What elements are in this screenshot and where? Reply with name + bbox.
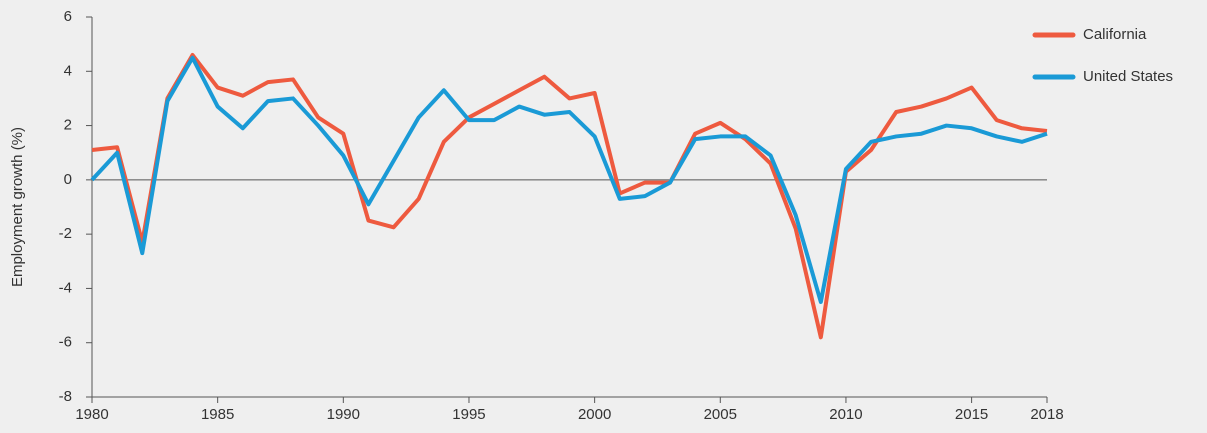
x-tick-label: 2015 — [955, 406, 988, 423]
y-axis-label: Employment growth (%) — [9, 127, 26, 287]
y-tick-label: -4 — [59, 279, 72, 296]
y-tick-label: -8 — [59, 388, 72, 405]
y-tick-label: 6 — [64, 8, 72, 25]
legend-label: United States — [1083, 68, 1173, 85]
y-tick-label: -2 — [59, 225, 72, 242]
y-tick-label: 0 — [64, 171, 72, 188]
x-tick-label: 2000 — [578, 406, 611, 423]
x-tick-label: 1995 — [452, 406, 485, 423]
legend-label: California — [1083, 26, 1147, 43]
x-tick-label: 2018 — [1030, 406, 1063, 423]
y-tick-label: 4 — [64, 62, 72, 79]
x-tick-label: 1985 — [201, 406, 234, 423]
x-tick-label: 2010 — [829, 406, 862, 423]
y-tick-label: -6 — [59, 334, 72, 351]
x-tick-label: 1980 — [75, 406, 108, 423]
x-tick-label: 2005 — [704, 406, 737, 423]
series-line — [90, 55, 1048, 304]
y-tick-label: 2 — [64, 117, 72, 134]
x-tick-label: 1990 — [327, 406, 360, 423]
series-line — [91, 53, 1048, 340]
